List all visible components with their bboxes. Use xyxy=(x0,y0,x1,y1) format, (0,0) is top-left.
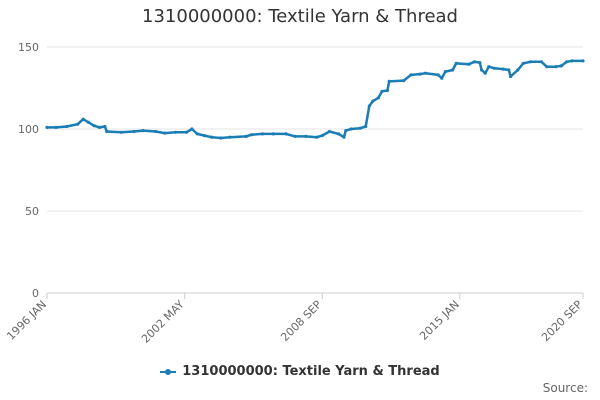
data-point-36 xyxy=(349,127,353,131)
legend-series-label: 1310000000: Textile Yarn & Thread xyxy=(182,364,440,379)
data-point-58 xyxy=(483,71,487,75)
source-label: Source: xyxy=(542,381,588,395)
data-point-14 xyxy=(163,131,167,135)
data-point-60 xyxy=(492,66,496,70)
data-point-38 xyxy=(364,124,368,129)
data-point-35 xyxy=(344,129,348,133)
data-point-11 xyxy=(132,129,136,134)
x-tick-label-1: 2002 MAY xyxy=(139,298,187,346)
data-point-55 xyxy=(472,60,476,64)
data-point-65 xyxy=(521,61,525,65)
data-point-63 xyxy=(509,74,513,79)
data-point-46 xyxy=(409,73,413,77)
data-point-4 xyxy=(81,117,85,121)
y-tick-label-50: 50 xyxy=(25,205,39,218)
data-point-13 xyxy=(154,129,158,134)
data-point-47 xyxy=(418,72,422,76)
data-point-54 xyxy=(467,62,471,66)
data-point-56 xyxy=(478,61,482,65)
data-point-21 xyxy=(219,136,223,140)
y-tick-label-150: 150 xyxy=(18,41,39,54)
data-point-25 xyxy=(260,132,265,136)
data-point-24 xyxy=(250,133,254,137)
data-point-9 xyxy=(105,129,109,134)
data-point-44 xyxy=(387,79,391,83)
data-point-26 xyxy=(271,132,275,136)
data-point-31 xyxy=(320,134,324,138)
data-point-45 xyxy=(402,79,406,83)
data-point-6 xyxy=(92,124,96,128)
data-point-29 xyxy=(304,134,308,138)
data-point-10 xyxy=(119,130,123,134)
data-point-30 xyxy=(315,135,319,139)
data-point-39 xyxy=(367,104,371,108)
data-point-72 xyxy=(570,59,574,63)
data-point-17 xyxy=(190,127,194,131)
data-point-5 xyxy=(87,120,91,124)
data-point-42 xyxy=(380,89,384,93)
data-point-3 xyxy=(76,122,80,126)
data-point-40 xyxy=(371,99,375,103)
data-point-1 xyxy=(54,125,58,129)
data-point-49 xyxy=(436,73,440,77)
x-tick-label-4: 2020 SEP xyxy=(539,298,585,344)
legend-series-marker xyxy=(160,367,177,377)
data-point-73 xyxy=(581,59,585,63)
data-point-61 xyxy=(501,67,505,71)
data-point-7 xyxy=(97,125,102,129)
series-line xyxy=(47,59,583,140)
data-point-33 xyxy=(336,132,341,136)
data-point-22 xyxy=(228,135,232,139)
data-point-71 xyxy=(565,60,569,64)
data-point-2 xyxy=(65,124,69,129)
data-point-37 xyxy=(358,126,362,130)
data-point-43 xyxy=(385,88,389,93)
data-point-57 xyxy=(480,68,484,72)
y-tick-label-0: 0 xyxy=(32,287,39,300)
data-point-15 xyxy=(174,130,178,134)
data-point-0 xyxy=(45,125,49,129)
data-point-18 xyxy=(195,132,199,136)
x-tick-label-0: 1996 JAN xyxy=(4,298,49,343)
data-point-48 xyxy=(423,71,428,75)
data-point-16 xyxy=(184,130,188,134)
data-point-50 xyxy=(440,76,444,80)
data-point-67 xyxy=(539,60,544,64)
data-point-69 xyxy=(554,65,558,69)
data-point-68 xyxy=(545,65,549,69)
data-point-51 xyxy=(443,70,447,74)
data-point-32 xyxy=(327,129,332,134)
data-point-20 xyxy=(210,135,214,139)
legend-series-dot xyxy=(165,368,172,375)
y-tick-label-100: 100 xyxy=(18,123,39,136)
chart-title: 1310000000: Textile Yarn & Thread xyxy=(142,6,458,27)
data-point-70 xyxy=(559,64,563,68)
data-point-41 xyxy=(376,96,380,100)
data-point-8 xyxy=(103,124,107,129)
data-point-27 xyxy=(284,132,288,136)
data-point-53 xyxy=(454,61,458,65)
x-tick-label-2: 2008 SEP xyxy=(278,298,324,344)
data-point-66 xyxy=(528,60,533,64)
data-point-34 xyxy=(342,135,346,139)
data-point-19 xyxy=(202,134,207,138)
data-point-23 xyxy=(244,134,248,138)
x-tick-label-3: 2015 JAN xyxy=(417,298,462,343)
data-point-28 xyxy=(293,134,297,138)
data-point-52 xyxy=(451,68,455,72)
data-point-62 xyxy=(507,68,511,72)
data-point-64 xyxy=(516,68,520,72)
chart-legend[interactable]: 1310000000: Textile Yarn & Thread xyxy=(0,364,600,381)
data-point-12 xyxy=(141,129,145,133)
data-point-59 xyxy=(487,65,491,69)
